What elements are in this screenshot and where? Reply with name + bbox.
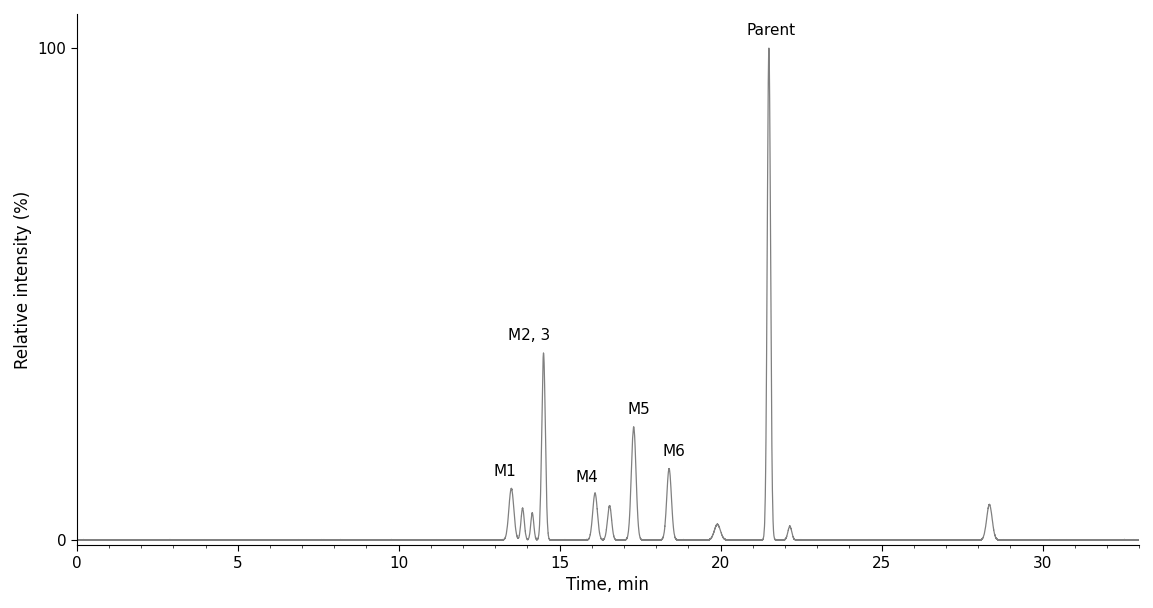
Text: Parent: Parent — [746, 24, 796, 38]
Text: M1: M1 — [493, 464, 517, 478]
X-axis label: Time, min: Time, min — [566, 576, 649, 594]
Text: M6: M6 — [663, 444, 686, 459]
Text: M4: M4 — [575, 469, 598, 485]
Text: M5: M5 — [627, 402, 650, 417]
Y-axis label: Relative intensity (%): Relative intensity (%) — [14, 190, 32, 368]
Text: M2, 3: M2, 3 — [508, 328, 550, 344]
